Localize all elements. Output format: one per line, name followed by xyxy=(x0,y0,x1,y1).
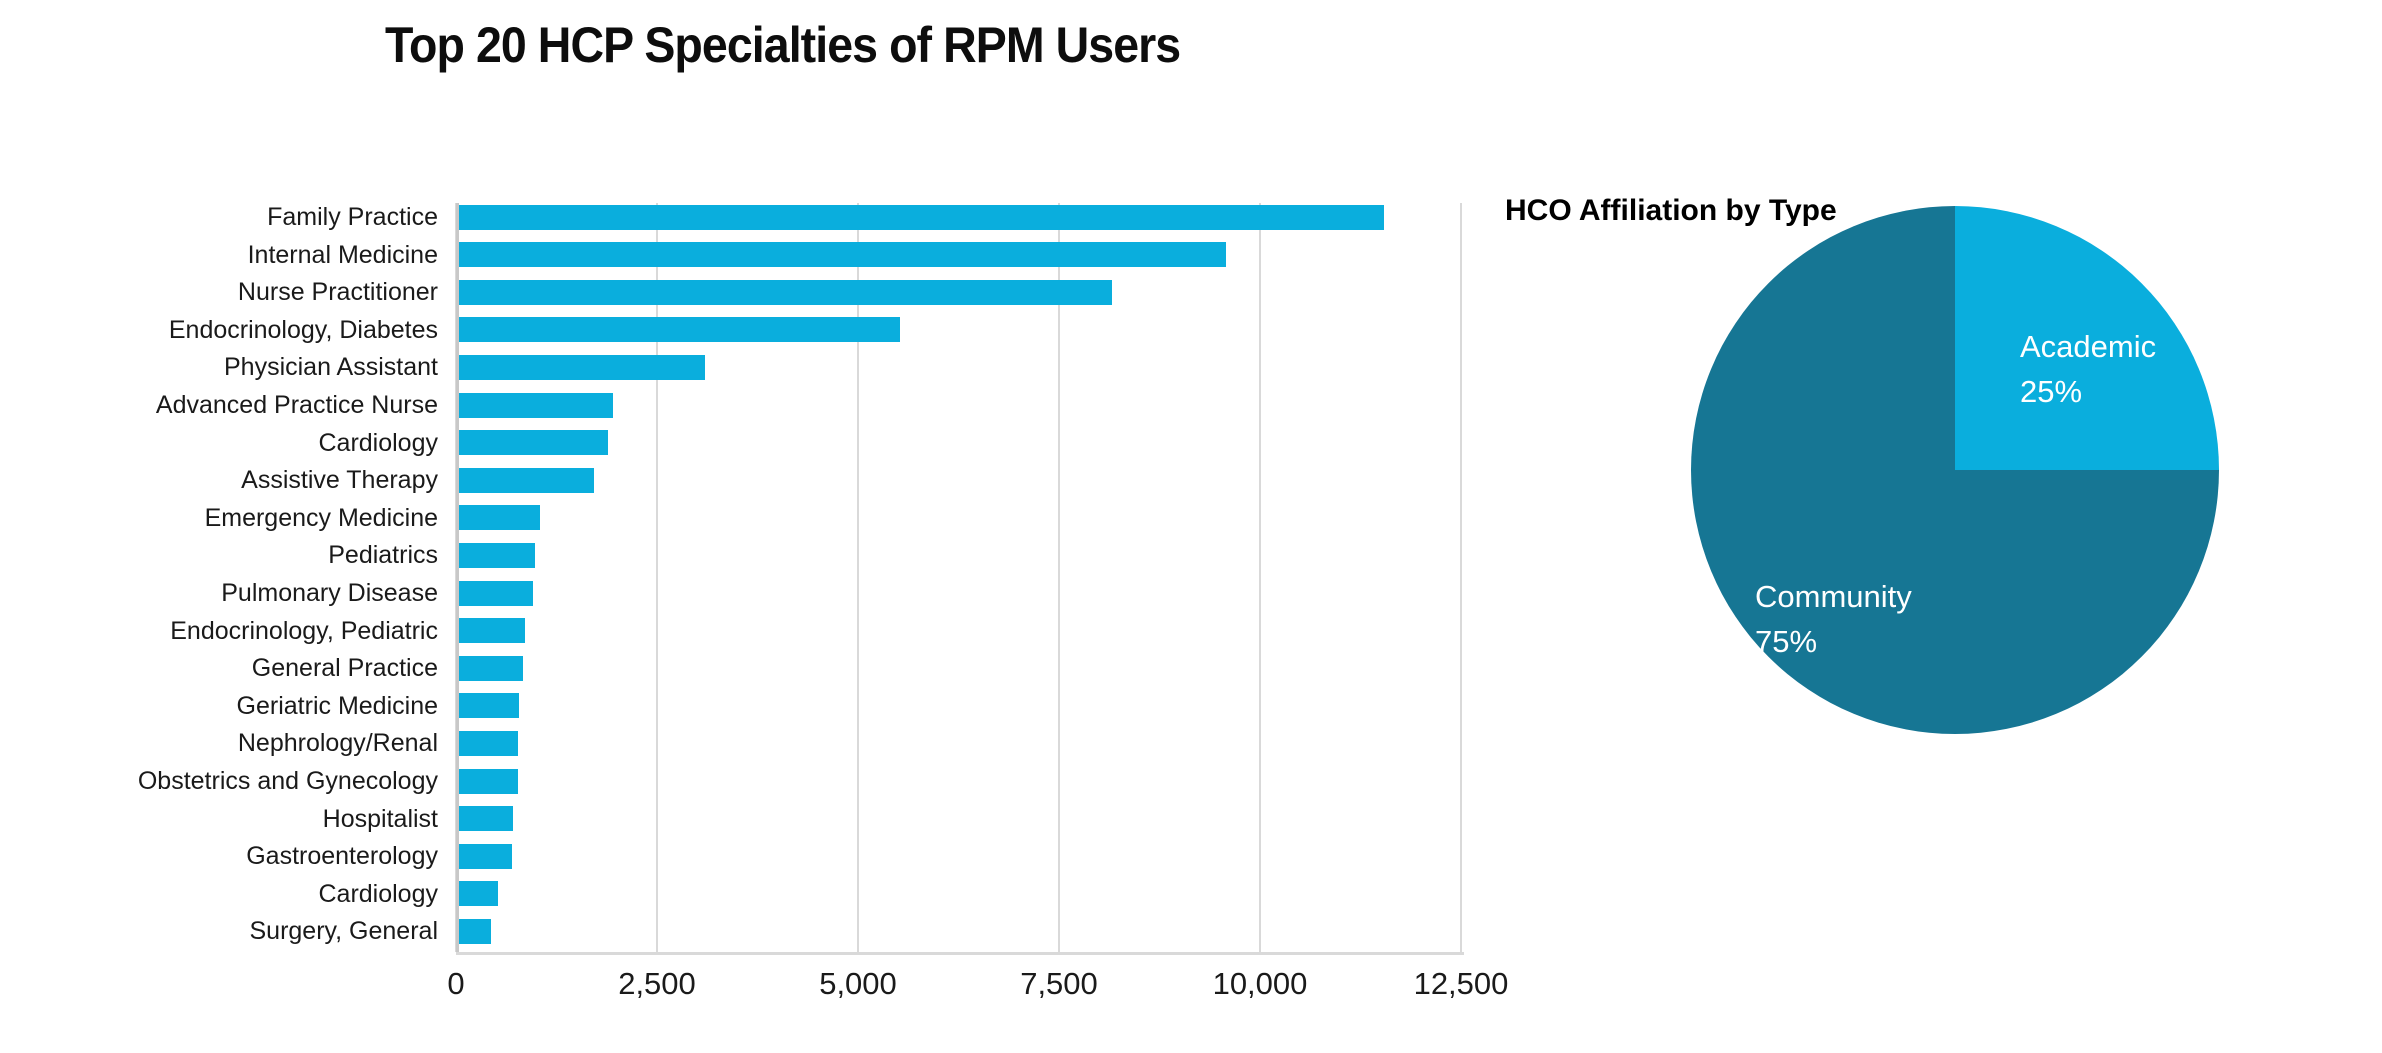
bar-category-label: Physician Assistant xyxy=(224,353,438,382)
pie-chart: Academic 25% Community 75% xyxy=(1691,206,2219,734)
gridline-x-5000 xyxy=(857,203,859,952)
bar-category-label: Hospitalist xyxy=(322,804,438,833)
bar-category-label: Geriatric Medicine xyxy=(236,691,438,720)
bar xyxy=(459,843,512,869)
bar-chart-title: Top 20 HCP Specialties of RPM Users xyxy=(385,17,1181,73)
pie-slice-label-community: Community 75% xyxy=(1755,574,1912,664)
bar xyxy=(459,693,520,719)
gridline-x-10000 xyxy=(1259,203,1261,952)
bar xyxy=(459,918,491,944)
bar-category-label: Pulmonary Disease xyxy=(221,579,438,607)
bar-category-label: Emergency Medicine xyxy=(204,503,438,532)
bar xyxy=(459,279,1112,305)
gridline-x-7500 xyxy=(1058,203,1060,952)
pie-slice-percent: 75% xyxy=(1755,624,1818,659)
bar xyxy=(459,881,498,907)
bar-category-label: Cardiology xyxy=(318,879,438,908)
pie-slice-name: Community xyxy=(1755,579,1912,614)
bar-category-label: Pediatrics xyxy=(328,541,438,570)
bar-category-label: Internal Medicine xyxy=(247,240,438,269)
bar-category-labels: Family Practice Internal Medicine Nurse Pr… xyxy=(0,203,448,952)
bar xyxy=(459,242,1227,268)
pie-chart-title: HCO Affiliation by Type xyxy=(1505,194,1837,227)
x-tick-label: 7,500 xyxy=(1020,966,1098,1001)
bar-category-label: Assistive Therapy xyxy=(241,466,438,495)
bar-category-label: General Practice xyxy=(251,654,438,683)
bar xyxy=(459,730,519,756)
bar-category-label: Nurse Practitioner xyxy=(237,278,438,307)
bar xyxy=(459,806,513,832)
x-axis-tick-labels: 0 2,500 5,000 7,500 10,000 12,500 xyxy=(0,966,2382,1006)
bar xyxy=(459,768,518,794)
bar-category-label: Advanced Practice Nurse xyxy=(155,391,438,419)
bar xyxy=(459,505,540,531)
x-axis-line xyxy=(456,952,1464,955)
bar xyxy=(459,317,901,343)
bar-category-label: Endocrinology, Pediatric xyxy=(170,616,438,645)
gridline-x-2500 xyxy=(656,203,658,952)
bar-category-label: Endocrinology, Diabetes xyxy=(168,315,438,344)
bar xyxy=(459,392,613,418)
pie-slice-percent: 25% xyxy=(2020,374,2083,409)
bar xyxy=(459,430,609,456)
bar xyxy=(459,204,1384,230)
bar xyxy=(459,467,595,493)
gridline-x-12500 xyxy=(1460,203,1462,952)
x-tick-label: 10,000 xyxy=(1212,966,1308,1001)
bar-plot-area xyxy=(455,203,1464,955)
y-axis-line xyxy=(456,203,459,952)
pie-slice-name: Academic xyxy=(2020,329,2157,364)
x-tick-label: 12,500 xyxy=(1413,966,1509,1001)
x-tick-label: 2,500 xyxy=(618,966,696,1001)
bar xyxy=(459,542,536,568)
bar-category-label: Gastroenterology xyxy=(246,842,438,871)
x-tick-label: 5,000 xyxy=(819,966,897,1001)
bar xyxy=(459,655,524,681)
bar-category-label: Family Practice xyxy=(267,203,438,231)
bar-category-label: Surgery, General xyxy=(249,917,438,946)
x-tick-label: 0 xyxy=(447,966,465,1001)
bar-category-label: Obstetrics and Gynecology xyxy=(137,767,438,795)
bar xyxy=(459,580,533,606)
bar xyxy=(459,618,526,644)
bar xyxy=(459,354,706,380)
pie-slice-label-academic: Academic 25% xyxy=(2020,324,2156,414)
bar-category-label: Cardiology xyxy=(318,428,438,457)
bar-category-label: Nephrology/Renal xyxy=(237,729,438,758)
